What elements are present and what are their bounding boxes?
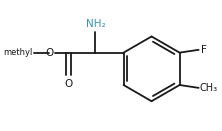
Text: O: O: [46, 48, 54, 58]
Text: NH₂: NH₂: [86, 19, 106, 29]
Text: methyl: methyl: [4, 48, 33, 57]
Text: O: O: [64, 79, 72, 89]
Text: CH₃: CH₃: [200, 83, 218, 93]
Text: F: F: [200, 45, 206, 55]
